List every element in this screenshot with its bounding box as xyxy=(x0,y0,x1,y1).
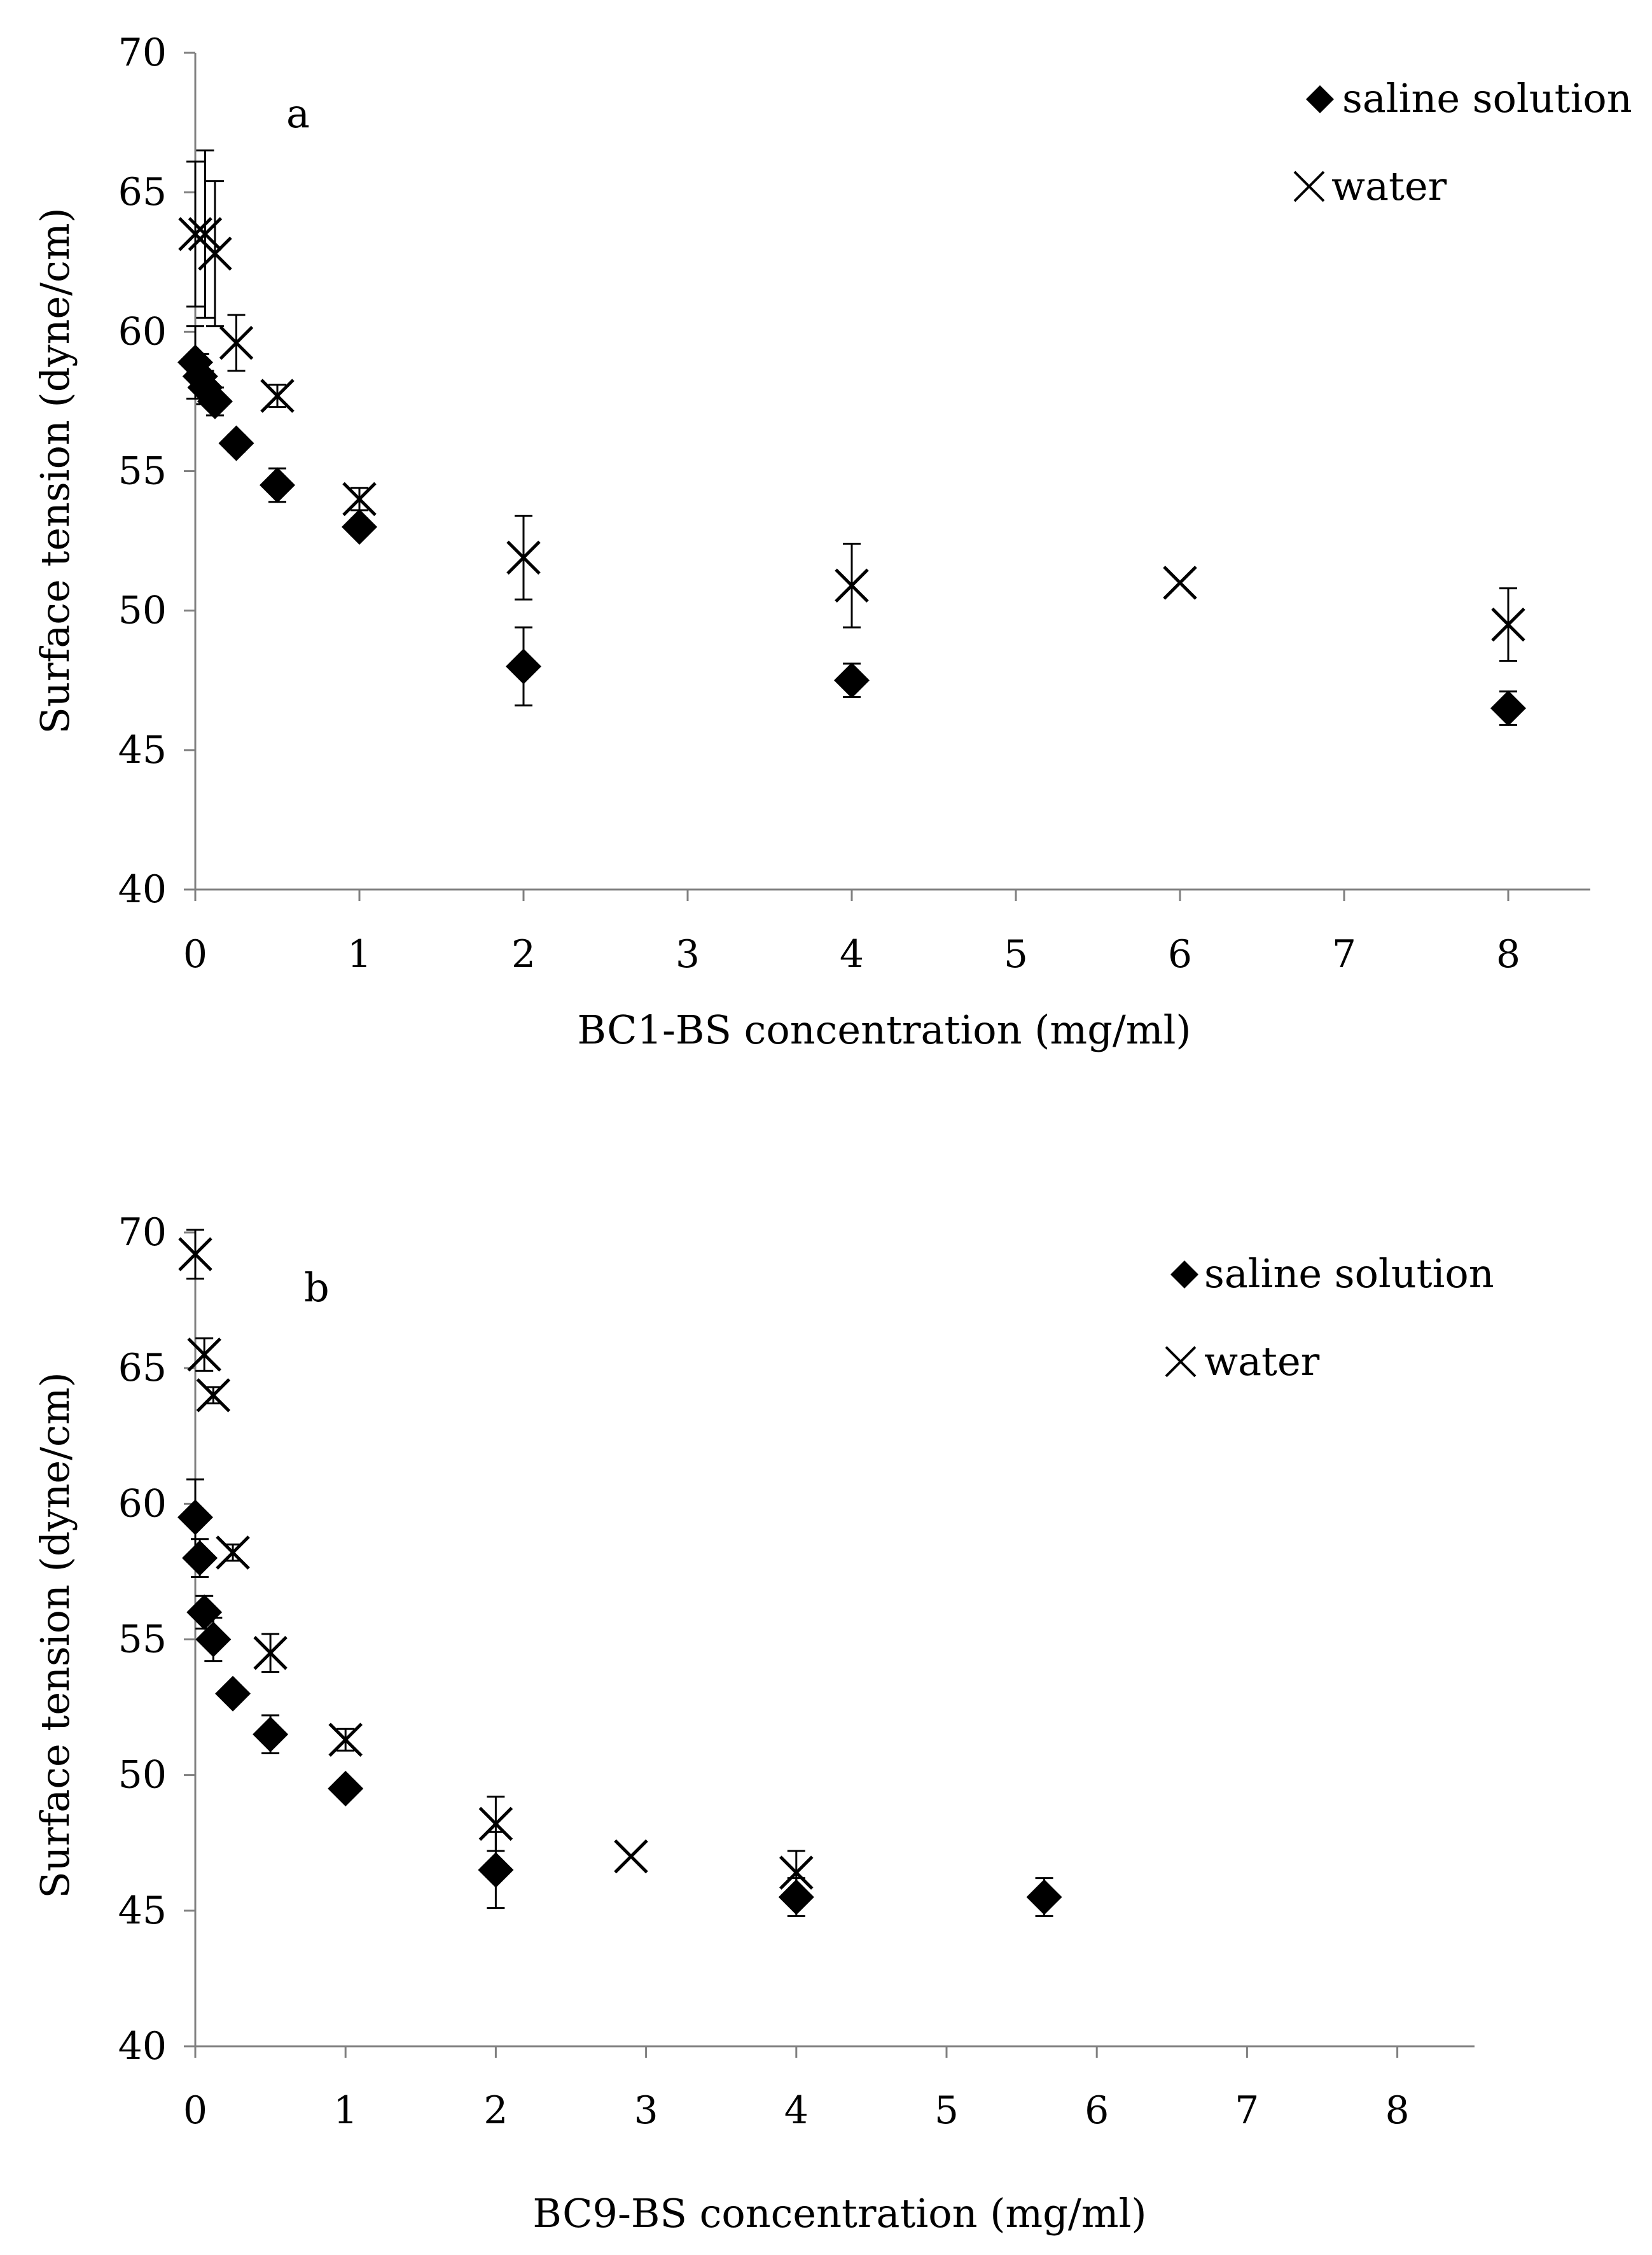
chart-a-y-tick-label: 40 xyxy=(118,867,167,912)
chart-b-saline-point xyxy=(215,1675,251,1712)
chart-b-water-point xyxy=(614,1839,648,1874)
chart-a-x-tick-label: 5 xyxy=(1004,932,1028,977)
chart-b-legend-x-marker xyxy=(1165,1346,1197,1378)
chart-a-saline-point xyxy=(506,648,541,685)
chart-a-water-point xyxy=(188,217,223,251)
chart-b-saline-point xyxy=(186,1594,223,1630)
chart-b-saline-point xyxy=(253,1716,289,1752)
chart-b-x-tick-label: 5 xyxy=(934,2088,959,2133)
chart-b-x-tick-label: 0 xyxy=(183,2088,207,2133)
chart-a-marks xyxy=(177,217,1526,727)
chart-a-water-point xyxy=(260,379,295,413)
chart-b-water-point xyxy=(779,1855,814,1890)
chart-b-y-tick-label: 65 xyxy=(118,1346,167,1390)
chart-b-x-axis-title: BC9-BS concentration (mg/ml) xyxy=(532,2190,1146,2237)
chart-b-x-tick-label: 7 xyxy=(1235,2088,1259,2133)
chart-a-y-tick-label: 60 xyxy=(118,309,167,354)
chart-b-x-tick-label: 8 xyxy=(1385,2088,1410,2133)
chart-a-legend-diamond-marker xyxy=(1306,85,1334,113)
chart-b-panel-label: b xyxy=(304,1264,330,1311)
chart-a-y-tick-label: 45 xyxy=(118,728,167,772)
chart-b-saline-point xyxy=(1026,1879,1062,1915)
chart-a-saline-point xyxy=(342,509,377,545)
chart-a-panel-label: a xyxy=(286,90,310,137)
chart-a-water-point xyxy=(506,540,541,575)
chart-b-x-tick-label: 3 xyxy=(634,2088,658,2133)
chart-a-y-tick-label: 70 xyxy=(118,31,167,75)
chart-a-x-tick-label: 7 xyxy=(1332,932,1356,977)
chart-b-legend-saline-label: saline solution xyxy=(1204,1250,1494,1297)
chart-b-x-tick-label: 2 xyxy=(483,2088,508,2133)
chart-b-water-point xyxy=(478,1806,513,1841)
chart-b-water-point xyxy=(253,1636,288,1670)
chart-b-saline-point xyxy=(182,1540,218,1576)
chart-b-x-tick-label: 1 xyxy=(333,2088,357,2133)
chart-b-saline-point xyxy=(195,1621,232,1658)
chart-b-legend-water-label: water xyxy=(1204,1338,1320,1385)
chart-b-water-point xyxy=(178,1237,212,1271)
chart-a-saline-point xyxy=(1490,690,1526,727)
chart-b-saline-point xyxy=(328,1770,364,1806)
chart-a-x-axis-title: BC1-BS concentration (mg/ml) xyxy=(577,1007,1191,1053)
chart-b-y-tick-label: 70 xyxy=(118,1210,167,1255)
chart-b-legend-diamond-marker xyxy=(1170,1260,1198,1288)
chart-b-y-tick-label: 55 xyxy=(118,1617,167,1662)
chart-b-water-point xyxy=(187,1337,221,1372)
chart-a-y-tick-label: 65 xyxy=(118,170,167,214)
chart-b-legend: saline solution water xyxy=(1165,1250,1494,1385)
chart-a-water-point xyxy=(835,568,869,603)
chart-a-legend-water-label: water xyxy=(1331,163,1447,209)
chart-b-saline-point xyxy=(177,1499,213,1535)
chart-a-y-tick-label: 55 xyxy=(118,449,167,494)
chart-b-x-tick-label: 4 xyxy=(784,2088,809,2133)
chart-a-saline-point xyxy=(834,662,870,699)
chart-b-saline-point xyxy=(778,1879,814,1915)
chart-a-water-point xyxy=(342,482,377,517)
chart-a-legend-saline-label: saline solution xyxy=(1342,75,1632,122)
chart-a-y-tick-label: 50 xyxy=(118,589,167,633)
chart-b-y-axis-title: Surface tension (dyne/cm) xyxy=(32,1372,78,1898)
chart-a-saline-point xyxy=(260,467,295,503)
chart-a-water-point xyxy=(1163,566,1197,600)
chart-b-y-tick-label: 40 xyxy=(118,2024,167,2069)
chart-a-x-tick-label: 3 xyxy=(676,932,700,977)
chart-a-water-point xyxy=(219,326,254,360)
chart-a-x-tick-label: 6 xyxy=(1168,932,1192,977)
chart-b-water-point xyxy=(216,1535,250,1570)
chart-b-y-tick-label: 50 xyxy=(118,1753,167,1798)
chart-b-saline-point xyxy=(478,1852,514,1888)
chart-b-x-tick-label: 6 xyxy=(1085,2088,1109,2133)
chart-a-saline-point xyxy=(218,425,254,461)
chart-b-water-point xyxy=(196,1378,231,1413)
chart-a-x-tick-label: 2 xyxy=(511,932,536,977)
chart-a-water-point xyxy=(198,236,232,271)
chart-a-x-tick-label: 4 xyxy=(840,932,864,977)
chart-a-x-tick-label: 1 xyxy=(347,932,371,977)
chart-a-water-point xyxy=(1491,607,1525,642)
chart-a-saline-point xyxy=(197,383,233,419)
chart-b-y-tick-label: 60 xyxy=(118,1481,167,1526)
chart-a-y-axis-title: Surface tension (dyne/cm) xyxy=(32,207,78,734)
chart-b-y-tick-label: 45 xyxy=(118,1888,167,1933)
chart-a-x-tick-label: 0 xyxy=(183,932,207,977)
chart-a-legend-x-marker xyxy=(1293,171,1325,202)
chart-a-legend: saline solution water xyxy=(1293,75,1632,209)
chart-b-water-point xyxy=(328,1722,363,1757)
chart-a-x-tick-label: 8 xyxy=(1496,932,1520,977)
chart-b-marks xyxy=(177,1237,1062,1915)
